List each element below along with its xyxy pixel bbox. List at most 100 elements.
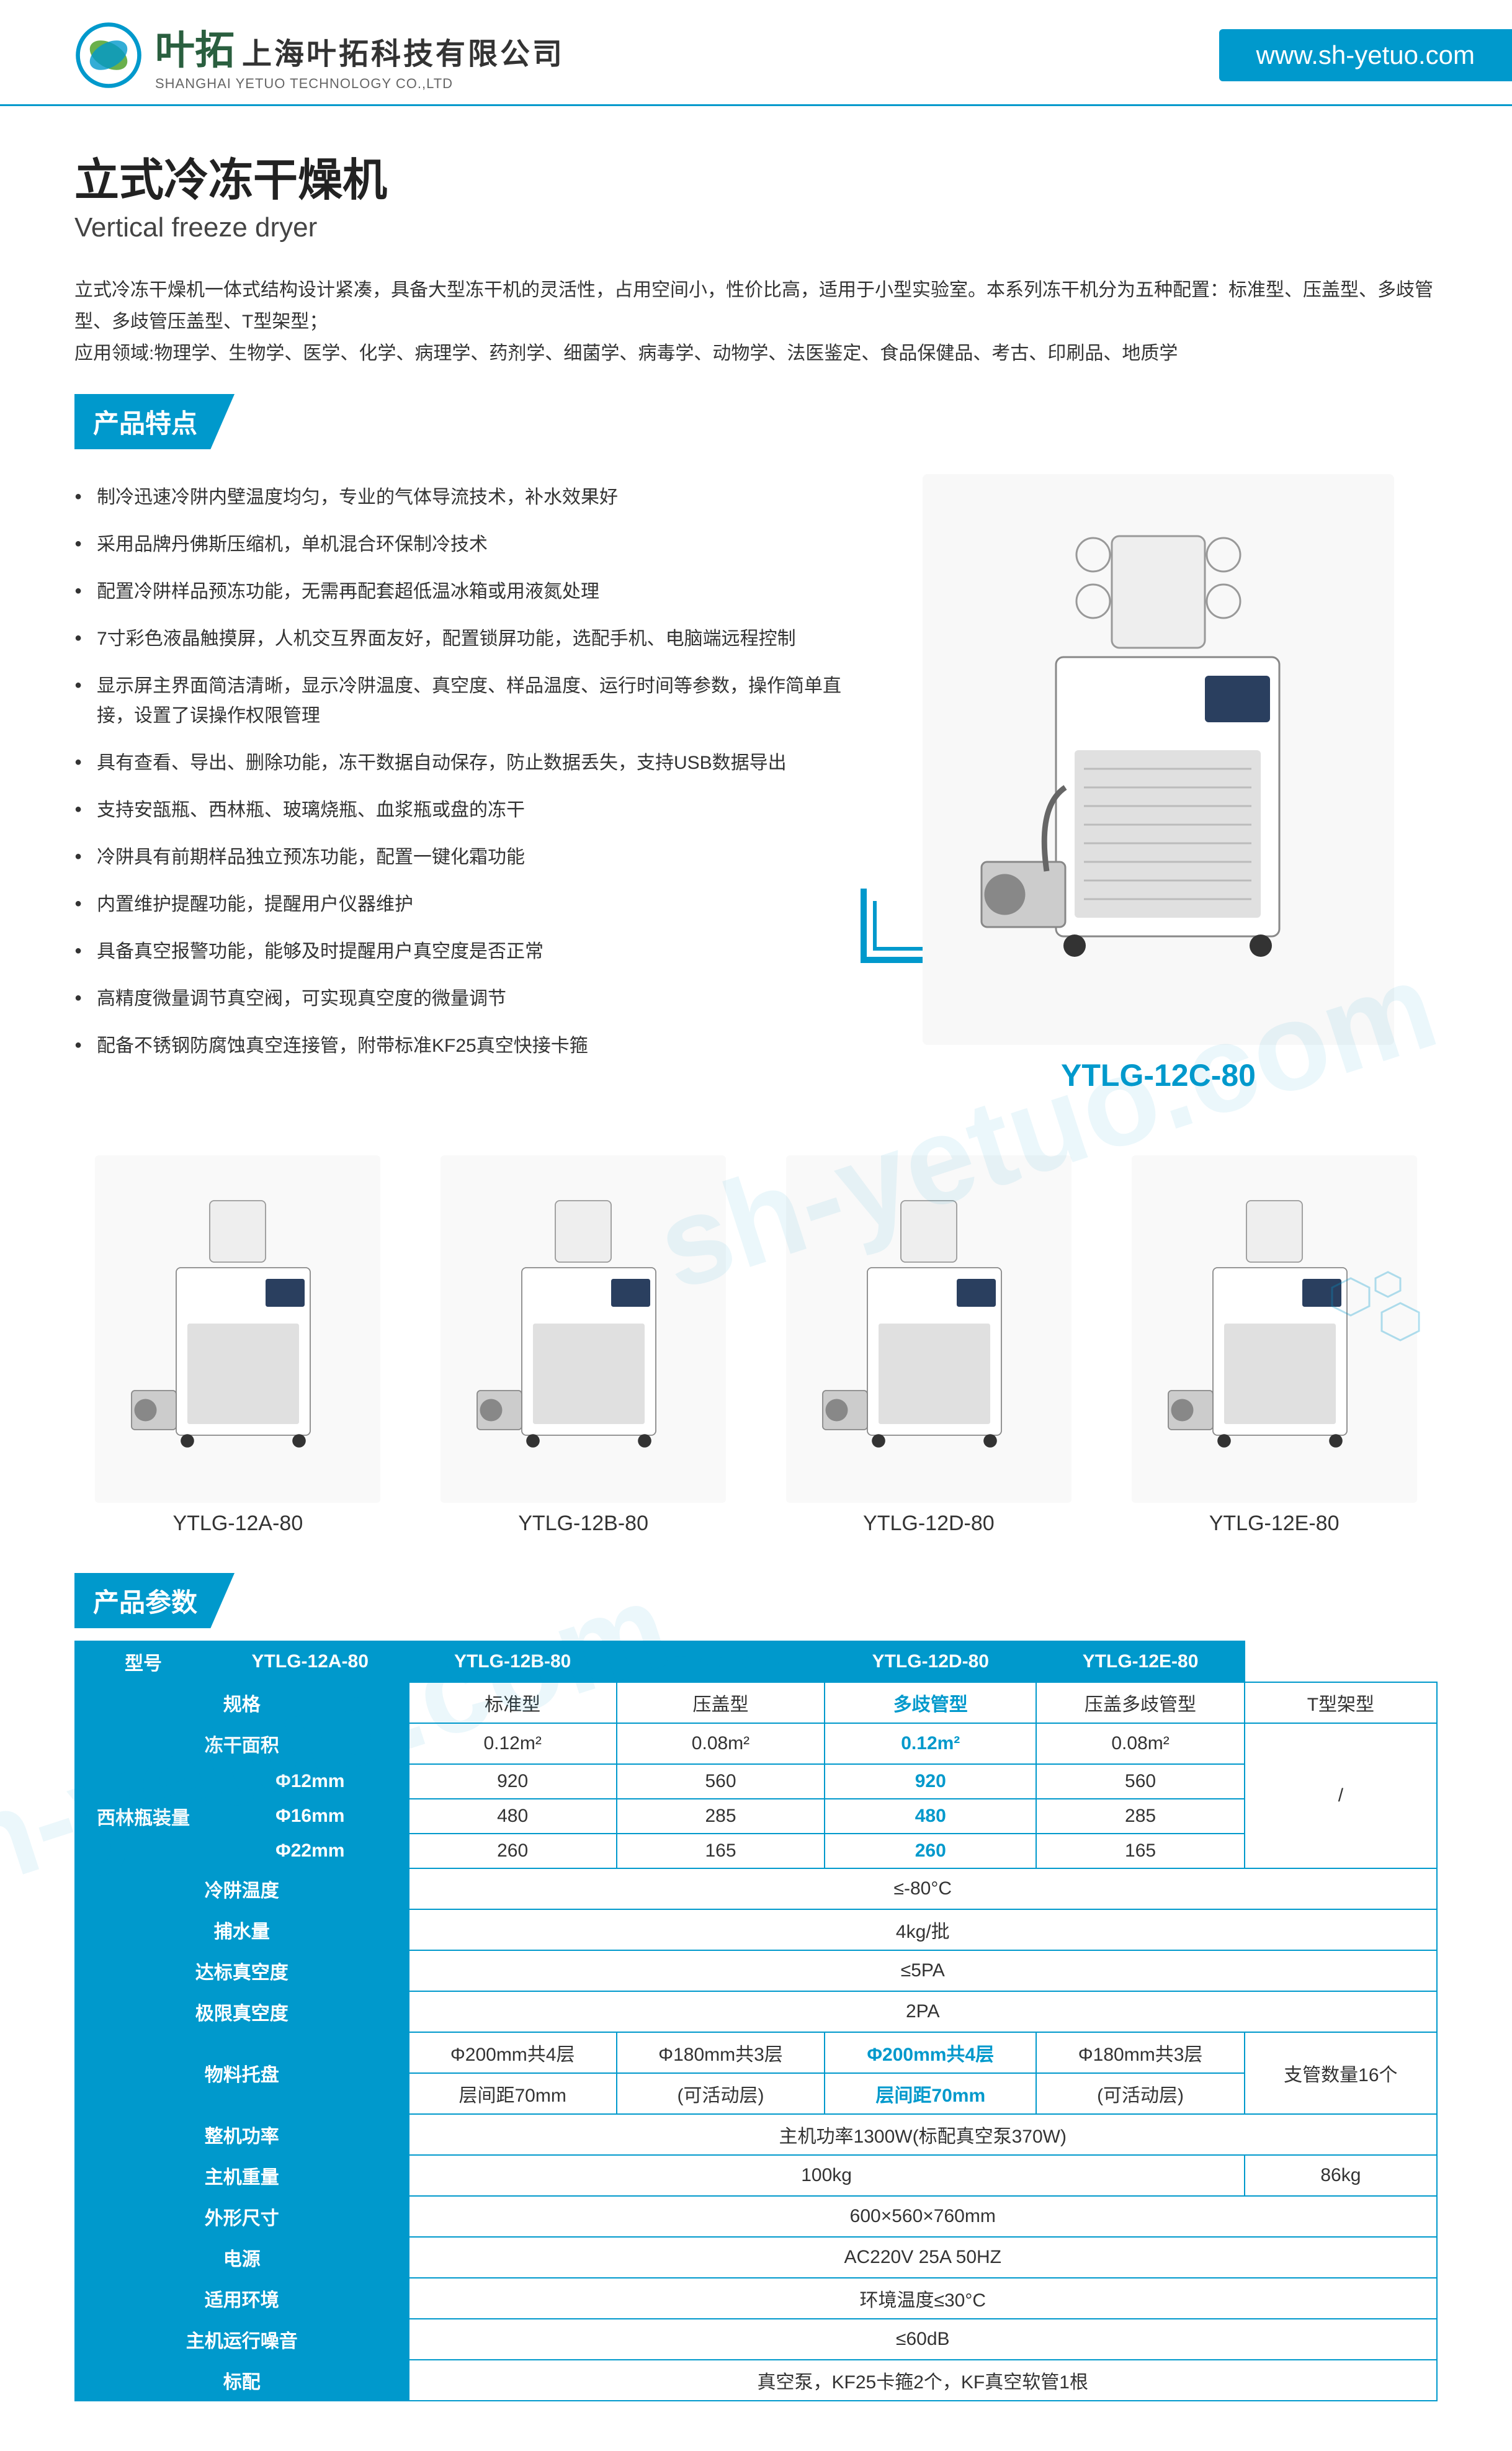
table-row-header: 冷阱温度 [75,1868,409,1909]
table-cell: 0.08m² [617,1723,825,1764]
product-thumbnails: YTLG-12A-80 YTLG-12B-80 YTLG-12D-80 YTLG… [0,1118,1512,1573]
table-cell: 165 [617,1834,825,1868]
table-cell: 285 [617,1799,825,1834]
logo-icon [74,21,143,89]
table-row-header: 达标真空度 [75,1950,409,1991]
table-row-header: 规格 [75,1682,409,1723]
table-cell: Φ200mm共4层 [825,2032,1036,2073]
table-cell: 压盖型 [617,1682,825,1723]
table-row-header: 标配 [75,2360,409,2401]
product-thumb: YTLG-12B-80 [441,1155,726,1536]
hero-model-label: YTLG-12C-80 [1061,1057,1256,1093]
table-header: YTLG-12E-80 [1036,1641,1244,1682]
table-cell: Φ180mm共3层 [617,2032,825,2073]
table-row-header: 外形尺寸 [75,2196,409,2237]
feature-item: 高精度微量调节真空阀，可实现真空度的微量调节 [74,975,854,1023]
table-row-header: 西林瓶装量 [75,1764,212,1868]
page-title-cn: 立式冷冻干燥机 [74,143,1438,208]
website-url: www.sh-yetuo.com [1219,29,1512,81]
feature-item: 支持安瓿瓶、西林瓶、玻璃烧瓶、血浆瓶或盘的冻干 [74,787,854,834]
spec-table: 型号YTLG-12A-80YTLG-12B-80YTLG-12C-80YTLG-… [74,1641,1438,2401]
table-cell: 2PA [409,1991,1438,2032]
thumb-image [95,1155,380,1503]
table-cell: 100kg [409,2155,1245,2196]
table-row-header: 适用环境 [75,2278,409,2319]
table-cell: (可活动层) [617,2073,825,2114]
table-cell: 0.12m² [825,1723,1036,1764]
table-header: YTLG-12B-80 [409,1641,617,1682]
table-cell: 主机功率1300W(标配真空泵370W) [409,2114,1438,2155]
company-name-en: SHANGHAI YETUO TECHNOLOGY CO.,LTD [155,76,565,92]
table-cell: Φ200mm共4层 [409,2032,617,2073]
feature-item: 具有查看、导出、删除功能，冻干数据自动保存，防止数据丢失，支持USB数据导出 [74,740,854,787]
table-header: YTLG-12C-80 [617,1641,825,1682]
feature-item: 配备不锈钢防腐蚀真空连接管，附带标准KF25真空快接卡箍 [74,1023,854,1070]
table-cell: 600×560×760mm [409,2196,1438,2237]
table-cell: ≤60dB [409,2319,1438,2360]
table-sub-header: Φ16mm [212,1799,409,1834]
table-cell: 多歧管型 [825,1682,1036,1723]
table-cell: / [1245,1723,1437,1868]
product-thumb: YTLG-12D-80 [786,1155,1071,1536]
table-cell: 560 [617,1764,825,1799]
table-row-header: 主机运行噪音 [75,2319,409,2360]
table-cell: 920 [409,1764,617,1799]
intro-line-2: 应用领域:物理学、生物学、医学、化学、病理学、药剂学、细菌学、病毒学、动物学、法… [74,338,1438,369]
table-cell: 环境温度≤30°C [409,2278,1438,2319]
features-list: 制冷迅速冷阱内壁温度均匀，专业的气体导流技术，补水效果好采用品牌丹佛斯压缩机，单… [74,474,854,1070]
table-row-header: 极限真空度 [75,1991,409,2032]
table-header: 型号 [75,1641,212,1682]
hero-product-image [923,474,1394,1045]
table-row-header: 冻干面积 [75,1723,409,1764]
feature-item: 具备真空报警功能，能够及时提醒用户真空度是否正常 [74,928,854,975]
thumb-label: YTLG-12D-80 [863,1512,995,1536]
features-heading: 产品特点 [74,394,235,449]
table-cell: 层间距70mm [409,2073,617,2114]
thumb-image [786,1155,1071,1503]
table-cell: 480 [409,1799,617,1834]
logo-block: 叶拓 上海叶拓科技有限公司 SHANGHAI YETUO TECHNOLOGY … [74,19,565,92]
feature-item: 配置冷阱样品预冻功能，无需再配套超低温冰箱或用液氮处理 [74,568,854,616]
table-row-header: 捕水量 [75,1909,409,1950]
table-cell: AC220V 25A 50HZ [409,2237,1438,2278]
intro-line-1: 立式冷冻干燥机一体式结构设计紧凑，具备大型冻干机的灵活性，占用空间小，性价比高，… [74,274,1438,338]
table-header: YTLG-12D-80 [825,1641,1036,1682]
page-title-block: 立式冷冻干燥机 Vertical freeze dryer [0,106,1512,262]
header: 叶拓 上海叶拓科技有限公司 SHANGHAI YETUO TECHNOLOGY … [0,0,1512,106]
feature-item: 显示屏主界面简洁清晰，显示冷阱温度、真空度、样品温度、运行时间等参数，操作简单直… [74,663,854,740]
thumb-label: YTLG-12A-80 [172,1512,303,1536]
table-cell: 层间距70mm [825,2073,1036,2114]
feature-item: 7寸彩色液晶触摸屏，人机交互界面友好，配置锁屏功能，选配手机、电脑端远程控制 [74,616,854,663]
specs-heading: 产品参数 [74,1573,235,1628]
table-cell: ≤5PA [409,1950,1438,1991]
table-cell: 真空泵，KF25卡箍2个，KF真空软管1根 [409,2360,1438,2401]
table-cell: 560 [1036,1764,1244,1799]
table-cell: 0.08m² [1036,1723,1244,1764]
corner-decoration-inner [873,901,923,951]
table-cell: 260 [409,1834,617,1868]
table-cell: 压盖多歧管型 [1036,1682,1244,1723]
table-cell: 86kg [1245,2155,1437,2196]
table-row-header: 整机功率 [75,2114,409,2155]
table-row-header: 主机重量 [75,2155,409,2196]
company-name-cn: 上海叶拓科技有限公司 [242,29,565,73]
table-sub-header: Φ22mm [212,1834,409,1868]
product-thumb: YTLG-12A-80 [95,1155,380,1536]
table-cell: 920 [825,1764,1036,1799]
feature-item: 制冷迅速冷阱内壁温度均匀，专业的气体导流技术，补水效果好 [74,474,854,521]
table-cell: 标准型 [409,1682,617,1723]
table-row-header: 电源 [75,2237,409,2278]
table-cell: 支管数量16个 [1245,2032,1437,2114]
table-cell: (可活动层) [1036,2073,1244,2114]
table-cell: Φ180mm共3层 [1036,2032,1244,2073]
thumb-image [441,1155,726,1503]
feature-item: 冷阱具有前期样品独立预冻功能，配置一键化霜功能 [74,834,854,881]
table-header: YTLG-12A-80 [212,1641,409,1682]
table-cell: ≤-80°C [409,1868,1438,1909]
page-title-en: Vertical freeze dryer [74,212,1438,243]
feature-item: 内置维护提醒功能，提醒用户仪器维护 [74,881,854,928]
table-sub-header: Φ12mm [212,1764,409,1799]
table-cell: 4kg/批 [409,1909,1438,1950]
thumb-label: YTLG-12B-80 [518,1512,648,1536]
table-row-header: 物料托盘 [75,2032,409,2114]
